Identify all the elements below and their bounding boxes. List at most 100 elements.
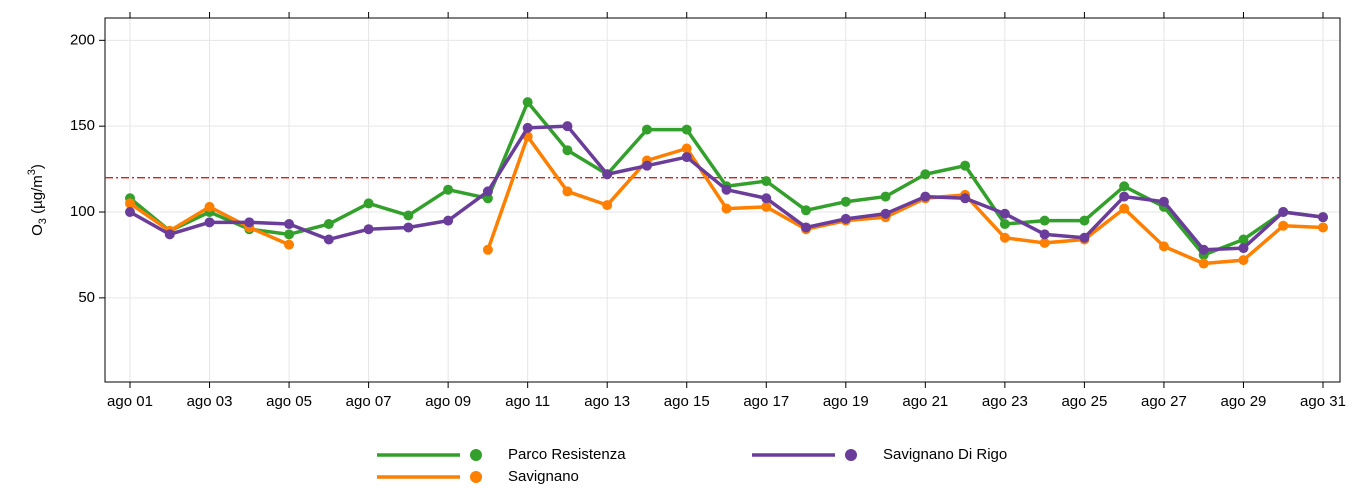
data-point (1119, 203, 1130, 214)
data-point (1119, 191, 1130, 202)
y-tick-label: 150 (70, 117, 95, 134)
data-point (482, 186, 493, 197)
data-point (960, 193, 971, 204)
x-tick-label: ago 23 (982, 393, 1028, 410)
data-point (721, 184, 732, 195)
data-point (482, 193, 493, 204)
legend-dot (470, 471, 482, 483)
x-tick-label: ago 27 (1141, 393, 1187, 410)
data-point (1318, 212, 1328, 223)
data-point (920, 191, 931, 202)
data-point (1039, 229, 1050, 240)
data-point (681, 124, 692, 135)
x-tick-label: ago 07 (346, 393, 392, 410)
data-point (641, 160, 652, 171)
data-point (602, 200, 613, 211)
x-tick-label: ago 17 (743, 393, 789, 410)
data-point (1039, 215, 1050, 226)
data-point (880, 208, 891, 219)
data-point (1238, 234, 1249, 245)
data-point (1238, 243, 1249, 254)
x-tick-label: ago 19 (823, 393, 869, 410)
legend-dot (470, 449, 482, 461)
data-point (840, 196, 851, 207)
data-point (323, 234, 334, 245)
x-tick-label: ago 03 (187, 393, 233, 410)
y-axis-title-part: (µg/m (29, 175, 46, 218)
data-point (999, 208, 1010, 219)
y-axis-title: O3 (µg/m3) (26, 164, 49, 236)
data-point (999, 219, 1010, 230)
data-point (562, 121, 573, 132)
data-point (363, 198, 374, 209)
data-point (403, 222, 414, 233)
legend-label: Savignano (508, 468, 579, 485)
x-tick-label: ago 31 (1300, 393, 1346, 410)
legend-dot (845, 449, 857, 461)
plot-frame (104, 17, 1341, 383)
data-point (443, 184, 454, 195)
data-point (880, 191, 891, 202)
x-tick-label: ago 05 (266, 393, 312, 410)
x-tick-label: ago 21 (902, 393, 948, 410)
data-point (840, 213, 851, 224)
x-tick-label: ago 15 (664, 393, 710, 410)
data-point (1158, 241, 1169, 252)
data-point (999, 232, 1010, 243)
data-point (1079, 215, 1090, 226)
data-point (522, 122, 533, 133)
data-point (801, 205, 812, 216)
data-point (363, 224, 374, 235)
data-point (244, 217, 255, 228)
data-point (562, 186, 573, 197)
data-point (562, 145, 573, 156)
y-axis-title-part: O (29, 224, 46, 236)
x-tick-label: ago 25 (1061, 393, 1107, 410)
data-point (284, 239, 295, 250)
x-tick-label: ago 11 (505, 393, 550, 410)
data-point (1238, 255, 1249, 266)
data-point (761, 201, 772, 212)
x-tick-label: ago 09 (425, 393, 471, 410)
data-point (522, 97, 533, 108)
legend-label: Savignano Di Rigo (883, 446, 1007, 463)
data-point (1318, 222, 1328, 233)
data-point (1278, 207, 1289, 218)
data-point (761, 193, 772, 204)
y-tick-label: 100 (70, 203, 95, 220)
data-point (125, 207, 135, 218)
y-tick-label: 50 (78, 289, 95, 306)
data-point (602, 169, 613, 180)
data-point (443, 215, 454, 226)
data-point (681, 152, 692, 163)
data-point (1119, 181, 1130, 192)
y-tick-label: 200 (70, 31, 95, 48)
data-point (1039, 237, 1050, 248)
data-point (482, 244, 493, 255)
data-point (1198, 258, 1209, 269)
x-tick-label: ago 01 (107, 393, 153, 410)
y-axis-title-part: ) (29, 164, 46, 169)
x-tick-label: ago 13 (584, 393, 630, 410)
data-point (1278, 220, 1289, 231)
data-point (681, 143, 692, 154)
data-point (761, 176, 772, 187)
y-axis-title-part: 3 (37, 218, 49, 224)
data-point (204, 217, 215, 228)
data-point (1079, 232, 1090, 243)
data-point (164, 229, 175, 240)
data-point (721, 203, 732, 214)
y-axis-title-part: 3 (26, 169, 38, 175)
data-point (403, 210, 414, 221)
data-point (801, 222, 812, 233)
data-point (204, 201, 215, 212)
data-point (323, 219, 334, 230)
data-point (284, 219, 295, 230)
data-point (1198, 244, 1209, 255)
data-point (960, 160, 971, 171)
data-point (284, 229, 295, 240)
data-point (920, 169, 931, 180)
legend-label: Parco Resistenza (508, 446, 626, 463)
x-tick-label: ago 29 (1221, 393, 1267, 410)
